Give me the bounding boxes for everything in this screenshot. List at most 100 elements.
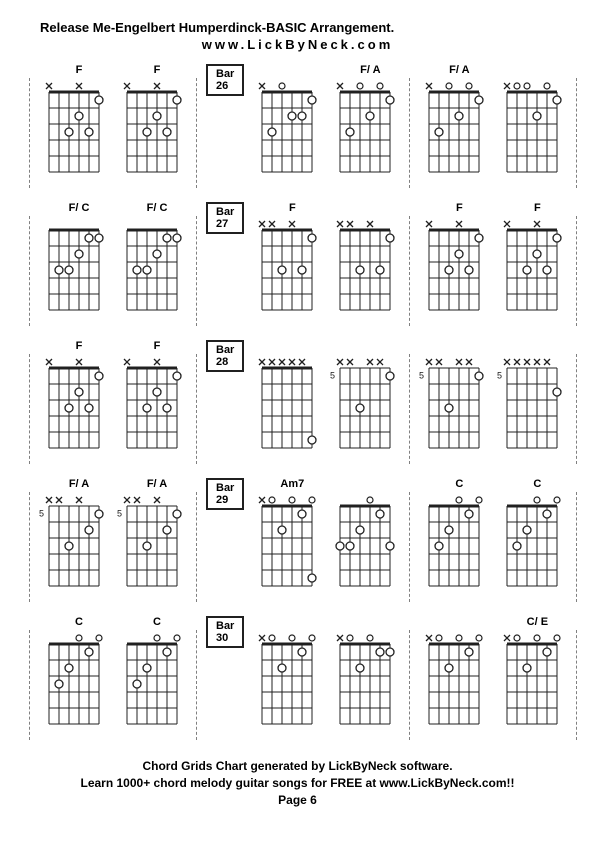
- row-separator: [29, 78, 30, 188]
- chord-name-label: Am7: [252, 478, 322, 492]
- chord-name-label: [252, 64, 322, 78]
- chord-rows: FFBar 26F/ AF/ AF/ CF/ CBar 27FFFFFBar 2…: [28, 64, 567, 740]
- row-separator: [409, 78, 410, 188]
- chord-name-label: [330, 616, 400, 630]
- chord-name-label: [497, 64, 567, 78]
- chord-name-label: C: [117, 616, 187, 630]
- footer-line-2: Learn 1000+ chord melody guitar songs fo…: [28, 775, 567, 792]
- chord-name-label: F: [117, 64, 187, 78]
- row-separator: [576, 630, 577, 740]
- row-separator: [576, 216, 577, 326]
- row-separator: [409, 216, 410, 326]
- chord-name-label: [330, 340, 400, 354]
- chord-diagram: F: [117, 64, 187, 184]
- chord-diagram: [252, 340, 322, 460]
- chord-name-label: C/ E: [497, 616, 567, 630]
- chord-diagram: F: [39, 64, 109, 184]
- row-separator: [576, 354, 577, 464]
- chord-diagram: C/ E: [497, 616, 567, 736]
- footer-line-1: Chord Grids Chart generated by LickByNec…: [28, 758, 567, 775]
- chord-name-label: F: [497, 202, 567, 216]
- bar-label: Bar 28: [206, 340, 244, 372]
- bar-divider: Bar 26: [206, 64, 244, 100]
- row-separator: [29, 630, 30, 740]
- row-separator: [576, 78, 577, 188]
- chord-name-label: [419, 616, 489, 630]
- svg-text:5: 5: [39, 508, 44, 518]
- chord-diagram: F/ A: [330, 64, 400, 184]
- chord-diagram: F/ C: [117, 202, 187, 322]
- chord-name-label: F: [39, 340, 109, 354]
- bar-label: Bar 26: [206, 64, 244, 96]
- chord-diagram: F/ C: [39, 202, 109, 322]
- chord-diagram: C: [419, 478, 489, 598]
- row-separator: [409, 630, 410, 740]
- chord-name-label: C: [39, 616, 109, 630]
- bar-label: Bar 27: [206, 202, 244, 234]
- website-url: www.LickByNeck.com: [28, 37, 567, 52]
- chord-diagram: [252, 64, 322, 184]
- chord-name-label: F/ A: [117, 478, 187, 492]
- chord-diagram: C: [497, 478, 567, 598]
- chord-name-label: C: [419, 478, 489, 492]
- chord-name-label: [330, 478, 400, 492]
- chord-diagram: F: [39, 340, 109, 460]
- chord-diagram: 5: [497, 340, 567, 460]
- chord-name-label: F/ C: [39, 202, 109, 216]
- row-separator: [29, 492, 30, 602]
- bar-divider: Bar 29: [206, 478, 244, 514]
- chord-row: FF Bar 28 5 5 5: [28, 340, 567, 464]
- chord-name-label: F: [252, 202, 322, 216]
- row-separator: [196, 354, 197, 464]
- row-separator: [409, 492, 410, 602]
- chord-diagram: F/ A 5: [39, 478, 109, 598]
- chord-diagram: F: [117, 340, 187, 460]
- row-separator: [196, 216, 197, 326]
- chord-diagram: [497, 64, 567, 184]
- chord-diagram: [419, 616, 489, 736]
- chord-diagram: 5: [419, 340, 489, 460]
- chord-name-label: F/ A: [330, 64, 400, 78]
- chord-row: CC Bar 30 C/ E: [28, 616, 567, 740]
- page-title: Release Me-Engelbert Humperdinck-BASIC A…: [28, 20, 567, 35]
- chord-name-label: [330, 202, 400, 216]
- chord-name-label: F/ A: [419, 64, 489, 78]
- row-separator: [29, 354, 30, 464]
- chord-name-label: [252, 340, 322, 354]
- chord-diagram: Am7: [252, 478, 322, 598]
- chord-name-label: F: [117, 340, 187, 354]
- chord-row: F/ CF/ CBar 27FFF: [28, 202, 567, 326]
- chord-row: F/ A 5 F/ A 5 Bar 29 Am7 CC: [28, 478, 567, 602]
- footer-line-3: Page 6: [28, 792, 567, 809]
- chord-diagram: [330, 478, 400, 598]
- row-separator: [409, 354, 410, 464]
- row-separator: [196, 492, 197, 602]
- bar-label: Bar 30: [206, 616, 244, 648]
- chord-diagram: F: [252, 202, 322, 322]
- chord-row: FF Bar 26 F/ A F/ A: [28, 64, 567, 188]
- bar-divider: Bar 30: [206, 616, 244, 652]
- chord-name-label: F/ A: [39, 478, 109, 492]
- chord-diagram: F: [497, 202, 567, 322]
- footer: Chord Grids Chart generated by LickByNec…: [28, 758, 567, 808]
- svg-text:5: 5: [330, 370, 335, 380]
- chord-diagram: F/ A: [419, 64, 489, 184]
- bar-divider: Bar 28: [206, 340, 244, 376]
- chord-name-label: [497, 340, 567, 354]
- svg-text:5: 5: [497, 370, 502, 380]
- chord-diagram: [330, 202, 400, 322]
- chord-diagram: C: [117, 616, 187, 736]
- bar-divider: Bar 27: [206, 202, 244, 238]
- chord-diagram: F: [419, 202, 489, 322]
- chord-diagram: C: [39, 616, 109, 736]
- chord-diagram: [330, 616, 400, 736]
- svg-text:5: 5: [419, 370, 424, 380]
- row-separator: [196, 630, 197, 740]
- chord-diagram: 5: [330, 340, 400, 460]
- chord-diagram: [252, 616, 322, 736]
- svg-text:5: 5: [117, 508, 122, 518]
- row-separator: [576, 492, 577, 602]
- chord-name-label: [252, 616, 322, 630]
- bar-label: Bar 29: [206, 478, 244, 510]
- chord-name-label: C: [497, 478, 567, 492]
